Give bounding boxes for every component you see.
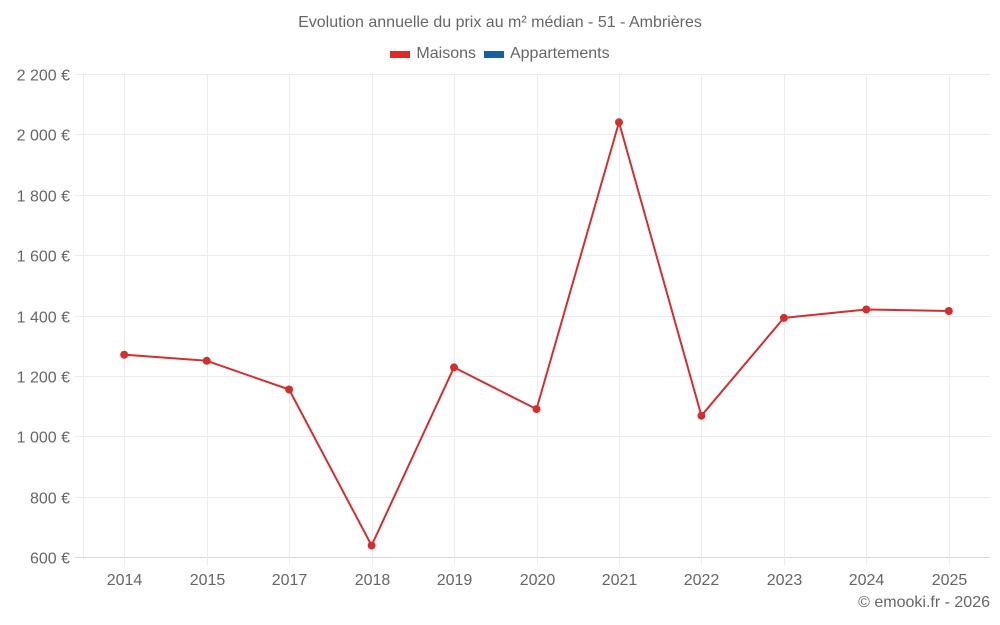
- legend-item-maisons[interactable]: Maisons: [390, 45, 476, 63]
- chart-title: Evolution annuelle du prix au m² médian …: [298, 14, 702, 31]
- legend-label-appartements: Appartements: [509, 45, 610, 62]
- data-point[interactable]: [697, 411, 706, 420]
- x-tick-label: 2019: [437, 572, 473, 589]
- y-tick-label: 2 200 €: [17, 68, 70, 85]
- x-tick-label: 2015: [190, 572, 226, 589]
- y-tick-label: 800 €: [30, 491, 70, 508]
- y-tick-label: 600 €: [30, 551, 70, 568]
- x-tick-label: 2022: [684, 572, 720, 589]
- data-point[interactable]: [944, 307, 953, 315]
- data-point[interactable]: [779, 313, 788, 322]
- data-point[interactable]: [367, 541, 376, 550]
- data-point[interactable]: [532, 405, 541, 414]
- y-tick-label: 1 000 €: [17, 430, 70, 447]
- x-tick-label: 2017: [272, 572, 308, 589]
- legend-swatch-maisons: [390, 50, 411, 58]
- data-point[interactable]: [862, 305, 871, 314]
- data-point[interactable]: [120, 350, 129, 359]
- y-tick-label: 2 000 €: [17, 128, 70, 145]
- data-point[interactable]: [615, 118, 623, 127]
- data-point[interactable]: [202, 356, 211, 365]
- legend: Maisons Appartements: [0, 45, 1000, 63]
- legend-label-maisons: Maisons: [416, 45, 476, 62]
- data-point[interactable]: [285, 385, 294, 394]
- x-tick-label: 2020: [520, 572, 556, 589]
- legend-item-appartements[interactable]: Appartements: [483, 45, 610, 63]
- x-axis: 2014 2015 2017 2018 2019 2020 2021 2022 2023 2024…: [107, 572, 968, 589]
- y-tick-label: 1 600 €: [17, 249, 70, 266]
- credit-text: © emooki.fr - 2026: [858, 594, 990, 611]
- data-point[interactable]: [450, 363, 458, 372]
- y-tick-label: 1 200 €: [17, 370, 70, 387]
- x-tick-label: 2014: [107, 572, 143, 589]
- x-tick-label: 2024: [849, 572, 885, 589]
- series-line-maisons: [124, 121, 949, 547]
- y-tick-label: 1 400 €: [17, 310, 70, 327]
- y-axis: 600 € 800 € 1 000 € 1 200 € 1 400 € 1 600 € 1 …: [17, 68, 70, 568]
- series-maisons: [120, 118, 953, 550]
- y-tick-label: 1 800 €: [17, 189, 70, 206]
- legend-swatch-appartements: [483, 50, 504, 58]
- grid: [75, 74, 990, 565]
- x-tick-label: 2018: [355, 572, 391, 589]
- x-tick-label: 2023: [767, 572, 803, 589]
- x-tick-label: 2025: [932, 572, 968, 589]
- x-tick-label: 2021: [602, 572, 638, 589]
